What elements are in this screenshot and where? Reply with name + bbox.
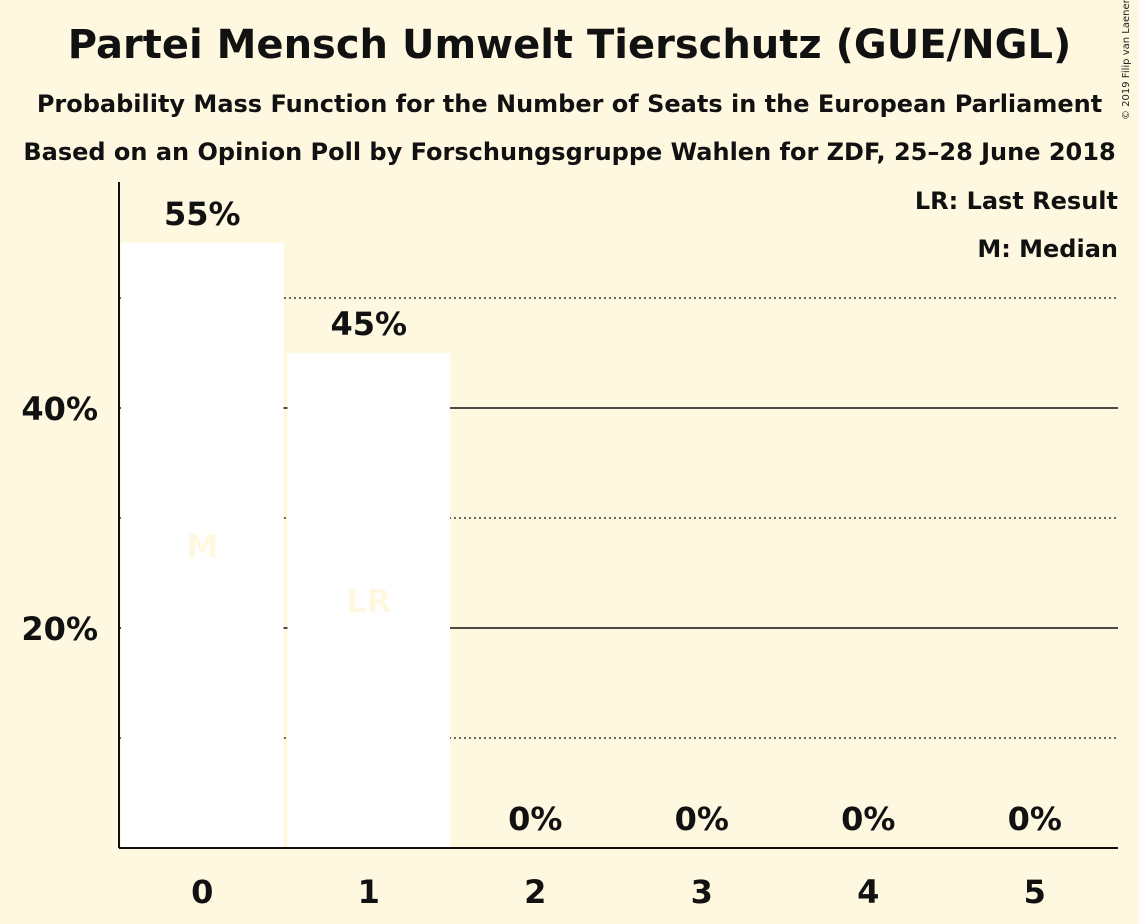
chart-subtitle: Probability Mass Function for the Number… <box>36 90 1103 118</box>
value-label-5: 0% <box>1008 800 1062 838</box>
chart-title: Partei Mensch Umwelt Tierschutz (GUE/NGL… <box>67 22 1072 68</box>
x-tick-label-1: 1 <box>358 873 380 911</box>
x-tick-label-5: 5 <box>1024 873 1046 911</box>
legend-item-1: M: Median <box>977 235 1118 263</box>
chart-source: Based on an Opinion Poll by Forschungsgr… <box>23 138 1116 166</box>
value-label-1: 45% <box>330 305 407 343</box>
legend-item-0: LR: Last Result <box>915 187 1118 215</box>
value-label-3: 0% <box>675 800 729 838</box>
x-tick-label-4: 4 <box>857 873 879 911</box>
value-label-0: 55% <box>164 195 241 233</box>
x-tick-label-0: 0 <box>191 873 213 911</box>
bar-0 <box>121 243 284 848</box>
bar-marker-m: M <box>186 528 218 566</box>
x-tick-label-2: 2 <box>524 873 546 911</box>
y-tick-label-1: 40% <box>21 390 98 428</box>
value-label-2: 0% <box>508 800 562 838</box>
bar-1 <box>287 353 450 848</box>
x-tick-label-3: 3 <box>691 873 713 911</box>
value-label-4: 0% <box>841 800 895 838</box>
y-tick-label-0: 20% <box>21 610 98 648</box>
bar-marker-lr: LR <box>346 583 391 621</box>
